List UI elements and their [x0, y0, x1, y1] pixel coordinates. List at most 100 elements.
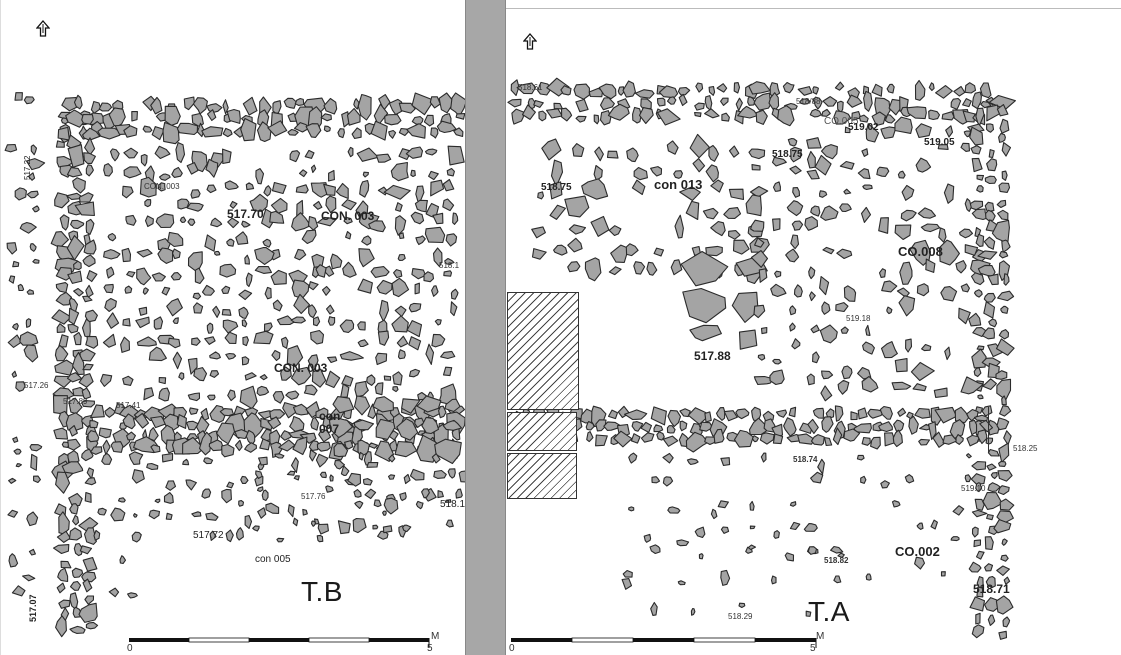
floor-stone — [916, 283, 930, 297]
floor-stone — [342, 261, 357, 278]
wall-stone — [878, 421, 893, 433]
floor-stone — [964, 244, 979, 256]
wall-stone — [987, 448, 1000, 457]
floor-stone — [376, 279, 393, 295]
wall-stone — [998, 460, 1007, 467]
wall-stone — [970, 473, 986, 485]
wall-stone — [656, 108, 681, 126]
scatter-stone — [662, 476, 674, 487]
floor-stone — [293, 293, 311, 315]
floor-stone — [955, 260, 967, 274]
floor-stone — [705, 164, 719, 183]
floor-stone — [366, 374, 376, 386]
wall-stone — [735, 97, 743, 112]
floor-stone — [878, 217, 889, 234]
floor-stone — [221, 285, 231, 294]
scatter-stone — [387, 474, 396, 480]
scatter-stone — [252, 525, 260, 532]
wall-stone — [68, 297, 79, 313]
floor-stone — [227, 389, 236, 402]
floor-stone — [791, 338, 801, 350]
wall-stone — [55, 282, 69, 294]
floor-stone — [227, 217, 240, 229]
label-con003-lower: CON. 003 — [274, 361, 328, 375]
wall-stone — [384, 113, 402, 126]
wall-stone — [453, 127, 464, 138]
floor-stone — [909, 239, 931, 266]
floor-stone — [670, 259, 683, 276]
floor-stone — [896, 287, 910, 298]
floor-stone — [140, 153, 148, 167]
wall-stone — [988, 94, 1016, 110]
wall-stone — [984, 536, 994, 551]
floor-stone — [390, 161, 409, 182]
floor-stone — [291, 212, 312, 232]
scatter-stone — [317, 523, 329, 535]
label-con013: con 013 — [654, 177, 703, 192]
floor-stone — [104, 297, 117, 312]
scatter-stone — [165, 480, 177, 491]
floor-stone — [857, 168, 871, 180]
floor-stone — [107, 232, 117, 242]
floor-stone — [840, 326, 849, 334]
floor-stone — [167, 231, 184, 248]
wall-stone — [985, 437, 994, 445]
floor-stone — [958, 228, 974, 239]
wall-stone — [406, 123, 426, 139]
floor-stone — [960, 283, 970, 293]
floor-stone — [793, 284, 803, 298]
scatter-stone — [23, 344, 39, 363]
floor-stone — [375, 352, 388, 366]
wall-stone — [65, 412, 84, 432]
floor-stone — [317, 216, 338, 227]
wall-stone — [560, 85, 572, 96]
floor-stone — [172, 317, 179, 325]
floor-stone — [285, 390, 300, 400]
scatter-stone — [11, 370, 18, 378]
wall-stone — [964, 82, 977, 94]
floor-stone — [339, 351, 364, 361]
floor-stone — [590, 215, 610, 237]
floor-stone — [910, 361, 935, 382]
floor-stone — [142, 287, 149, 295]
floor-stone — [787, 137, 798, 147]
wall-stone — [323, 97, 338, 115]
scatter-stone — [403, 473, 411, 485]
scatter-stone — [353, 489, 362, 498]
wall-stone — [969, 126, 984, 146]
wall-stone — [221, 443, 235, 458]
wall-stone — [593, 114, 600, 125]
floor-stone — [244, 372, 257, 381]
floor-stone — [368, 220, 386, 233]
wall-stone — [821, 416, 834, 433]
wall-stone — [971, 157, 983, 173]
scatter-stone — [161, 453, 174, 463]
floor-stone — [123, 166, 142, 179]
wall-stone — [973, 539, 982, 548]
floor-stone — [209, 370, 220, 378]
scatter-stone — [388, 454, 396, 463]
wall-stone — [783, 417, 797, 437]
floor-stone — [960, 142, 971, 152]
scatter-stone — [415, 500, 424, 510]
scatter-stone — [276, 537, 285, 543]
wall-stone — [996, 378, 1012, 401]
floor-stone — [375, 153, 392, 163]
wall-stone — [995, 370, 1008, 380]
floor-stone — [723, 207, 742, 219]
wall-stone — [414, 417, 425, 428]
wall-stone — [656, 97, 666, 107]
wall-stone — [624, 409, 648, 421]
scale-bar-b — [129, 637, 430, 648]
wall-stone — [983, 301, 996, 319]
wall-stone — [632, 106, 642, 124]
label-elevation-518-75-top: 518.75 — [772, 149, 803, 160]
floor-stone — [844, 126, 851, 134]
wall-stone — [968, 561, 982, 573]
wall-stone — [71, 567, 84, 579]
floor-stone — [125, 214, 137, 226]
scatter-stone — [93, 529, 101, 541]
floor-stone — [789, 322, 796, 332]
scatter-stone — [784, 552, 795, 562]
label-co002: CO.002 — [895, 544, 940, 559]
